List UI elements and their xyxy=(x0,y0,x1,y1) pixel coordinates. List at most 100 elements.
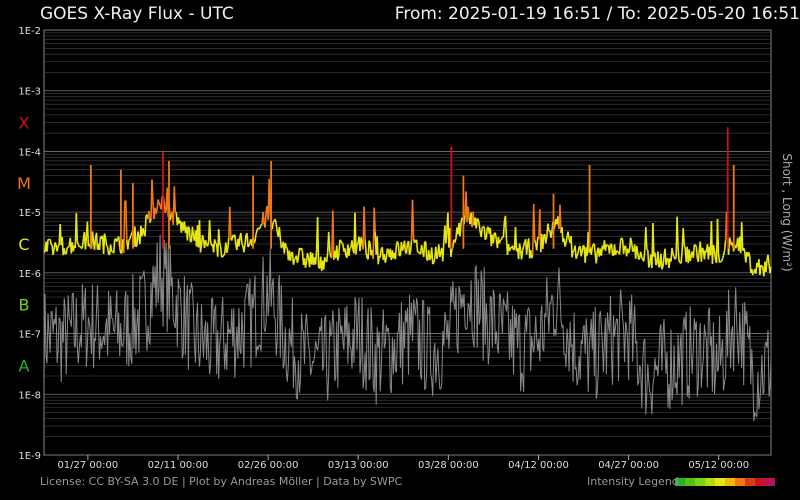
series-long-segment xyxy=(654,252,657,266)
series-long-segment xyxy=(459,222,462,237)
series-long-segment xyxy=(325,252,329,263)
series-long-segment xyxy=(49,238,52,245)
series-long-segment xyxy=(752,272,755,276)
series-long-segment xyxy=(188,229,192,242)
series-long-segment xyxy=(422,241,426,257)
series-long-segment xyxy=(365,252,368,259)
series-long-segment xyxy=(275,223,278,232)
series-long-segment xyxy=(512,248,516,251)
series-long-segment xyxy=(632,250,635,253)
series-long-segment xyxy=(244,235,247,246)
series-long-segment xyxy=(718,260,722,264)
series-long-segment xyxy=(157,199,160,204)
y-tick-label: 1E-9 xyxy=(18,451,41,462)
series-long-segment xyxy=(118,247,122,254)
series-long-segment xyxy=(384,257,388,263)
series-long-segment xyxy=(590,246,594,255)
series-long-segment xyxy=(229,206,232,239)
series-long-segment xyxy=(80,247,83,250)
series-long-segment xyxy=(306,252,310,258)
series-long-segment xyxy=(268,178,271,211)
series-long-segment xyxy=(106,245,109,248)
series-long-segment xyxy=(221,255,224,258)
series-long-segment xyxy=(655,263,658,266)
series-long-segment xyxy=(56,245,59,252)
series-long-segment xyxy=(304,261,308,268)
series-long-segment xyxy=(576,252,579,257)
series-long-segment xyxy=(102,233,106,254)
intensity-legend-swatch xyxy=(675,478,685,486)
series-long-segment xyxy=(575,255,578,259)
series-long-segment xyxy=(449,227,452,257)
series-long-segment xyxy=(316,217,320,268)
series-long-segment xyxy=(130,233,133,237)
series-long-segment xyxy=(54,242,57,246)
series-long-segment xyxy=(135,244,138,248)
series-long-segment xyxy=(292,259,296,265)
series-long-segment xyxy=(201,234,205,240)
intensity-legend-swatch xyxy=(755,478,765,486)
series-long-segment xyxy=(137,231,140,237)
series-long-segment xyxy=(253,240,256,244)
series-long-segment xyxy=(550,231,553,238)
x-tick-label: 03/28 00:00 xyxy=(418,460,479,471)
series-long-segment xyxy=(300,247,304,253)
x-tick-label: 02/26 00:00 xyxy=(238,460,299,471)
series-long-segment xyxy=(280,245,284,249)
series-long-segment xyxy=(564,242,567,247)
series-long-segment xyxy=(760,264,763,267)
y-tick-label: 1E-2 xyxy=(18,26,41,37)
series-long-segment xyxy=(259,224,262,228)
series-long-segment xyxy=(759,265,762,275)
series-long-segment xyxy=(680,251,683,264)
series-long-segment xyxy=(285,246,288,249)
series-long-segment xyxy=(129,235,132,240)
series-long-segment xyxy=(518,243,522,251)
series-long-segment xyxy=(344,248,347,256)
series-long-segment xyxy=(260,223,263,226)
series-long-segment xyxy=(284,242,288,248)
y-tick-label: 1E-5 xyxy=(18,208,41,219)
series-long-segment xyxy=(238,236,241,247)
series-long-segment xyxy=(682,228,685,246)
series-long-segment xyxy=(222,253,226,256)
y-tick-label: 1E-8 xyxy=(18,390,41,401)
series-long-segment xyxy=(50,243,53,246)
series-long-segment xyxy=(198,220,202,253)
flare-class-label: X xyxy=(19,113,30,132)
series-long-segment xyxy=(703,250,707,260)
series-long-segment xyxy=(396,241,400,246)
series-long-segment xyxy=(227,237,230,249)
series-long-segment xyxy=(76,241,80,245)
series-long-segment xyxy=(643,249,646,262)
series-long-segment xyxy=(247,245,250,248)
series-long-segment xyxy=(98,236,102,251)
x-tick-label: 05/12 00:00 xyxy=(688,460,749,471)
series-long-segment xyxy=(559,204,562,233)
series-long-segment xyxy=(521,246,525,251)
series-long-segment xyxy=(641,257,644,260)
series-long-segment xyxy=(397,245,401,256)
series-long-segment xyxy=(595,250,599,264)
series-long-segment xyxy=(385,248,389,259)
series-long-segment xyxy=(104,238,108,246)
series-long-segment xyxy=(272,220,275,223)
series-long-segment xyxy=(504,215,508,239)
series-long-segment xyxy=(314,250,318,265)
series-long-segment xyxy=(405,243,409,254)
series-long-segment xyxy=(701,247,704,250)
series-long-segment xyxy=(475,218,478,229)
series-long-segment xyxy=(151,179,154,202)
flare-class-label: C xyxy=(18,235,29,254)
series-long-segment xyxy=(630,242,634,252)
series-long-segment xyxy=(533,240,537,244)
series-long-segment xyxy=(215,242,218,245)
series-long-segment xyxy=(476,218,479,221)
series-long-segment xyxy=(720,258,724,263)
series-long-segment xyxy=(218,242,222,248)
series-long-segment xyxy=(646,248,649,251)
intensity-legend-swatch xyxy=(735,478,745,486)
series-long-segment xyxy=(271,221,274,230)
series-long-segment xyxy=(577,246,580,253)
